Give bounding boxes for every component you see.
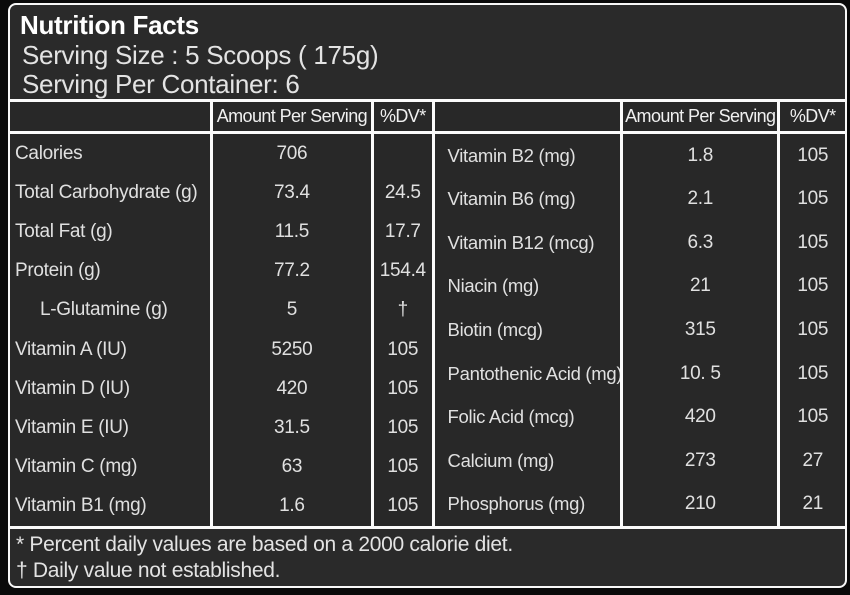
left-dv-column-header: %DV* xyxy=(374,102,432,131)
row-label: Niacin (mg) xyxy=(447,275,540,297)
label-title: Nutrition Facts xyxy=(20,10,199,40)
row-dv: 105 xyxy=(797,319,829,341)
row-amount: 5250 xyxy=(271,338,313,360)
row-amount: 73.4 xyxy=(273,181,310,203)
left-table-labels: Calories Total Carbohydrate (g) Total Fat … xyxy=(10,134,210,526)
serving-size-text: Serving Size : 5 Scoops ( 175g) xyxy=(22,40,379,70)
right-amount-column-header: Amount Per Serving xyxy=(623,102,778,131)
row-label: Calories xyxy=(15,142,83,164)
row-amount: 420 xyxy=(684,406,716,428)
row-dv: 105 xyxy=(387,377,419,399)
right-table-dvs: 105 105 105 105 105 105 105 27 21 xyxy=(780,134,845,526)
label-header: Nutrition Facts Serving Size : 5 Scoops … xyxy=(10,5,845,99)
row-amount: 2.1 xyxy=(687,188,714,210)
nutrition-tables: Amount Per Serving %DV* Amount Per Servi… xyxy=(10,99,845,529)
row-amount: 315 xyxy=(684,319,716,341)
row-label: Biotin (mcg) xyxy=(447,319,543,341)
row-label: Total Carbohydrate (g) xyxy=(15,181,198,203)
footnotes: * Percent daily values are based on a 20… xyxy=(10,529,845,586)
row-dv: 154.4 xyxy=(379,260,426,282)
row-amount: 1.8 xyxy=(687,144,714,166)
right-dv-column-header: %DV* xyxy=(780,102,845,131)
row-dv: 105 xyxy=(797,406,829,428)
row-amount: 210 xyxy=(684,493,716,515)
row-amount: 706 xyxy=(276,142,308,164)
row-amount: 31.5 xyxy=(273,417,310,439)
row-dv xyxy=(374,134,432,173)
row-dv: 105 xyxy=(387,417,419,439)
row-amount: 11.5 xyxy=(274,221,310,242)
row-label: Pantothenic Acid (mg) xyxy=(447,362,621,384)
row-label: Vitamin B12 (mcg) xyxy=(447,231,595,253)
row-amount: 63 xyxy=(281,456,303,478)
nutrition-label-panel: Nutrition Facts Serving Size : 5 Scoops … xyxy=(8,3,847,588)
row-amount: 5 xyxy=(286,299,298,321)
left-amount-column-header: Amount Per Serving xyxy=(212,102,372,131)
row-dv: 17.7 xyxy=(384,221,421,242)
row-dv: 105 xyxy=(797,362,829,384)
row-dv: 105 xyxy=(387,338,419,360)
row-label: Vitamin B6 (mg) xyxy=(447,188,576,210)
row-label: Vitamin B1 (mg) xyxy=(15,495,147,517)
row-label: Folic Acid (mcg) xyxy=(447,406,575,428)
left-table-amounts: 706 73.4 11.5 77.2 5 5250 420 31.5 63 1.6 xyxy=(212,134,372,526)
row-label: Vitamin A (IU) xyxy=(15,338,127,360)
right-label-column-header xyxy=(434,102,621,131)
row-label: Vitamin C (mg) xyxy=(15,456,138,478)
right-table-labels: Vitamin B2 (mg) Vitamin B6 (mg) Vitamin B1… xyxy=(434,134,621,526)
row-amount: 10. 5 xyxy=(679,362,721,384)
dagger-footnote: † Daily value not established. xyxy=(16,559,281,582)
row-amount: 420 xyxy=(276,377,308,399)
row-dv: 105 xyxy=(387,495,419,517)
percent-footnote: * Percent daily values are based on a 20… xyxy=(16,533,513,556)
row-label: L-Glutamine (g) xyxy=(40,299,168,321)
row-dv: † xyxy=(397,299,409,321)
row-label: Vitamin E (IU) xyxy=(15,417,129,439)
row-label: Protein (g) xyxy=(15,260,101,282)
row-dv: 21 xyxy=(802,493,823,515)
row-dv: 105 xyxy=(797,188,829,210)
row-label: Calcium (mg) xyxy=(447,449,555,471)
row-dv: 105 xyxy=(387,456,419,478)
left-label-column-header xyxy=(10,102,210,131)
left-table-dvs: 24.5 17.7 154.4 † 105 105 105 105 105 xyxy=(374,134,432,526)
row-dv: 24.5 xyxy=(384,181,421,203)
row-dv: 105 xyxy=(797,231,829,253)
row-label: Vitamin D (IU) xyxy=(15,377,130,399)
serving-per-container-text: Serving Per Container: 6 xyxy=(22,69,300,99)
row-amount: 6.3 xyxy=(687,231,714,253)
row-label: Total Fat (g) xyxy=(15,221,113,242)
row-amount: 1.6 xyxy=(279,495,305,517)
row-dv: 105 xyxy=(797,275,829,297)
row-amount: 21 xyxy=(690,275,711,297)
right-table-amounts: 1.8 2.1 6.3 21 315 10. 5 420 273 210 xyxy=(623,134,778,526)
row-amount: 273 xyxy=(684,449,716,471)
row-label: Phosphorus (mg) xyxy=(447,493,586,515)
row-dv: 105 xyxy=(797,144,829,166)
row-dv: 27 xyxy=(802,449,823,471)
row-amount: 77.2 xyxy=(273,260,310,282)
row-label: Vitamin B2 (mg) xyxy=(447,144,576,166)
